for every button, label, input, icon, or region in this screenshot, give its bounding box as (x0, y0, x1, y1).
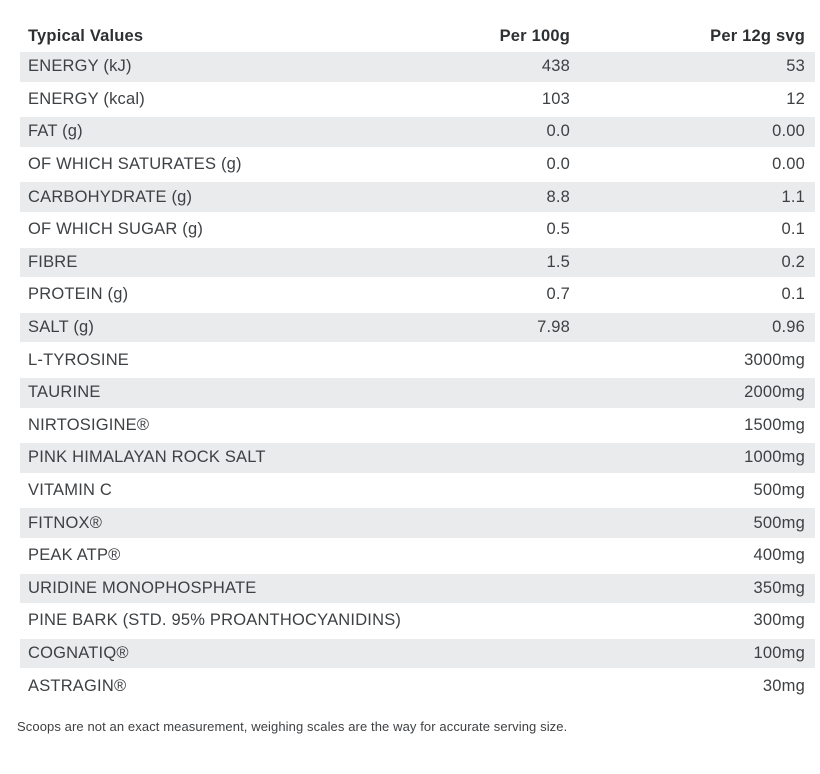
serving-note: Scoops are not an exact measurement, wei… (17, 718, 568, 734)
row-label: FIBRE (28, 252, 78, 271)
row-label: SALT (g) (28, 318, 95, 337)
per-12g-value: 400mg (753, 546, 805, 565)
table-row: FITNOX® 500mg (20, 508, 815, 538)
table-header: Typical Values Per 100g Per 12g svg (20, 20, 815, 52)
row-label: URIDINE MONOPHOSPHATE (28, 578, 257, 597)
table-row: CARBOHYDRATE (g) 8.8 1.1 (20, 182, 815, 212)
per-100g-value: 8.8 (546, 187, 570, 206)
per-12g-value: 350mg (753, 578, 805, 597)
row-label: COGNATIQ® (28, 643, 129, 662)
table-row: OF WHICH SUGAR (g) 0.5 0.1 (20, 215, 815, 245)
row-label: L-TYROSINE (28, 350, 130, 369)
row-label: PINK HIMALAYAN ROCK SALT (28, 448, 266, 467)
table-row: PROTEIN (g) 0.7 0.1 (20, 280, 815, 310)
per-12g-value: 12 (786, 89, 805, 108)
row-label: TAURINE (28, 383, 101, 402)
row-label: FITNOX® (28, 513, 103, 532)
row-label: OF WHICH SATURATES (g) (28, 155, 242, 174)
per-12g-value: 2000mg (744, 383, 805, 402)
table-body: ENERGY (kJ) 438 53 ENERGY (kcal) 103 12 … (20, 52, 815, 701)
table-row: PEAK ATP® 400mg (20, 541, 815, 571)
per-12g-value: 500mg (753, 481, 805, 500)
per-12g-value: 0.00 (772, 122, 805, 141)
per-12g-value: 1.1 (781, 187, 805, 206)
table-row: VITAMIN C 500mg (20, 476, 815, 506)
per-12g-value: 53 (786, 57, 805, 76)
per-100g-value: 7.98 (537, 318, 570, 337)
per-12g-value: 0.2 (781, 252, 805, 271)
table-row: ENERGY (kcal) 103 12 (20, 85, 815, 115)
table-row: ASTRAGIN® 30mg (20, 671, 815, 701)
table-row: PINK HIMALAYAN ROCK SALT 1000mg (20, 443, 815, 473)
table-row: NIRTOSIGINE® 1500mg (20, 411, 815, 441)
table-row: FIBRE 1.5 0.2 (20, 247, 815, 278)
per-100g-value: 1.5 (546, 252, 570, 271)
header-per-12g-svg: Per 12g svg (710, 26, 805, 45)
row-label: VITAMIN C (28, 481, 112, 500)
table-row: TAURINE 2000mg (20, 377, 815, 408)
table-row: URIDINE MONOPHOSPHATE 350mg (20, 573, 815, 604)
per-12g-value: 1000mg (744, 448, 805, 467)
per-12g-value: 300mg (753, 611, 805, 630)
row-label: ASTRAGIN® (28, 676, 127, 695)
per-12g-value: 0.00 (772, 155, 805, 174)
table-row: FAT (g) 0.0 0.00 (20, 117, 815, 147)
per-100g-value: 438 (541, 57, 570, 76)
row-label: OF WHICH SUGAR (g) (28, 220, 204, 239)
table-row: OF WHICH SATURATES (g) 0.0 0.00 (20, 150, 815, 180)
header-typical-values: Typical Values (28, 26, 144, 45)
row-label: PEAK ATP® (28, 546, 121, 565)
per-12g-value: 1500mg (744, 415, 805, 434)
row-label: ENERGY (kcal) (28, 89, 145, 108)
table-row: ENERGY (kJ) 438 53 (20, 52, 815, 82)
table-row: COGNATIQ® 100mg (20, 638, 815, 669)
per-100g-value: 0.7 (546, 285, 570, 304)
row-label: CARBOHYDRATE (g) (28, 187, 193, 206)
per-100g-value: 0.5 (546, 220, 570, 239)
table-row: L-TYROSINE 3000mg (20, 345, 815, 375)
per-12g-value: 3000mg (744, 350, 805, 369)
table-row: SALT (g) 7.98 0.96 (20, 312, 815, 343)
row-label: FAT (g) (28, 122, 83, 141)
per-12g-value: 500mg (753, 513, 805, 532)
per-12g-value: 30mg (762, 676, 805, 695)
row-label: NIRTOSIGINE® (28, 415, 150, 434)
row-label: PINE BARK (STD. 95% PROANTHOCYANIDINS) (28, 611, 402, 630)
table-row: PINE BARK (STD. 95% PROANTHOCYANIDINS) 3… (20, 606, 815, 636)
per-12g-value: 100mg (753, 643, 805, 662)
per-100g-value: 0.0 (546, 122, 570, 141)
per-100g-value: 103 (541, 89, 570, 108)
per-12g-value: 0.1 (781, 285, 805, 304)
per-12g-value: 0.1 (781, 220, 805, 239)
per-12g-value: 0.96 (772, 318, 805, 337)
header-per-100g: Per 100g (499, 26, 570, 45)
row-label: PROTEIN (g) (28, 285, 129, 304)
row-label: ENERGY (kJ) (28, 57, 132, 76)
per-100g-value: 0.0 (546, 155, 570, 174)
